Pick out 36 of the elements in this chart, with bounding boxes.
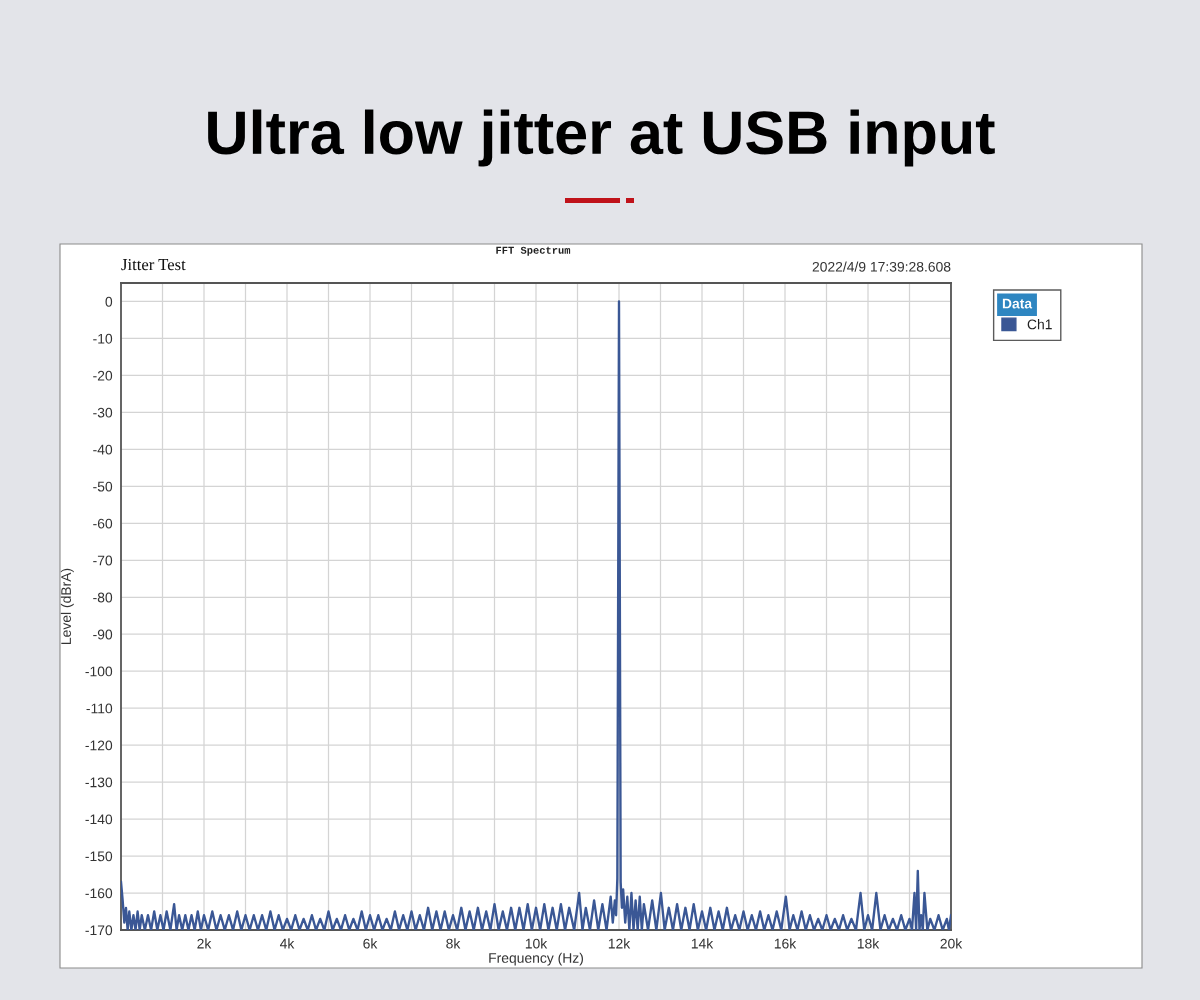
chart-subtitle: FFT Spectrum: [496, 246, 571, 256]
x-tick-label: 6k: [363, 938, 378, 949]
y-tick-label: -130: [85, 777, 113, 788]
y-tick-label: -160: [85, 888, 113, 899]
legend-title: Data: [1002, 298, 1033, 309]
y-tick-label: -150: [85, 851, 113, 862]
text: Jitter Test: [121, 258, 186, 271]
x-tick-label: 4k: [279, 938, 295, 949]
y-tick-label: -80: [93, 592, 113, 603]
y-tick-label: -50: [93, 481, 113, 492]
y-tick-label: -90: [93, 629, 113, 640]
y-tick-label: -40: [93, 444, 113, 455]
y-tick-label: -100: [85, 666, 113, 677]
y-tick-label: -110: [86, 703, 113, 714]
x-tick-label: 20k: [940, 938, 963, 949]
y-tick-label: -20: [93, 370, 113, 381]
x-tick-label: 2k: [197, 938, 212, 949]
x-tick-label: 16k: [774, 938, 797, 949]
x-tick-label: 12k: [608, 938, 631, 949]
y-tick-label: -170: [85, 925, 113, 936]
legend-label: Ch1: [1027, 319, 1052, 330]
y-tick-label: -10: [93, 333, 113, 344]
y-tick-label: -120: [85, 740, 113, 751]
y-tick-label: -70: [93, 555, 113, 566]
chart-title: Ultra low jitter at USB input: [208, 109, 995, 167]
x-axis-title: Frequency (Hz): [489, 952, 583, 966]
text: 2022/4/9 17:39:28.608: [812, 261, 951, 272]
y-axis-title: Level (dBrA): [60, 568, 74, 644]
x-tick-label: 8k: [446, 938, 461, 949]
y-tick-label: 0: [105, 296, 113, 307]
x-tick-label: 18k: [857, 938, 880, 949]
y-tick-label: -30: [93, 407, 113, 418]
x-tick-label: 14k: [691, 938, 714, 949]
y-tick-label: -140: [85, 814, 113, 825]
y-tick-label: -60: [93, 518, 113, 529]
x-tick-label: 10k: [525, 938, 548, 949]
